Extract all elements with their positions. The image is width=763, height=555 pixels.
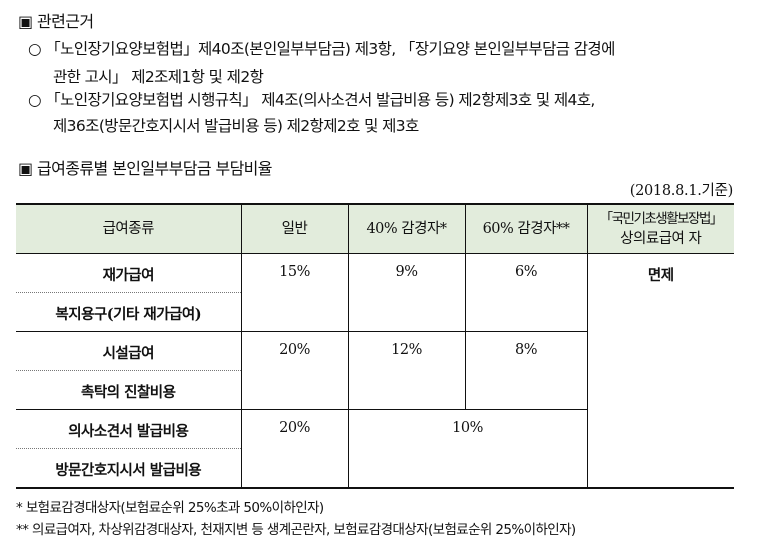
header-60-reduced: 60% 감경자** (464, 203, 587, 254)
header-general: 일반 (240, 203, 348, 254)
legal-basis-item-2-line1: ○ 「노인장기요양보험법 시행규칙」 제4조(의사소견서 발급비용 등) 제2항… (28, 88, 595, 110)
rate-reduced-merged-cell: 10% (347, 409, 587, 489)
header-medical-aid: 「국민기초생활보장법」 상의료급여 자 (586, 203, 734, 254)
rate-general-cell: 20% (240, 331, 348, 410)
footnote-1: * 보험료감경대상자(보험료순위 25%초과 50%이하인자) (16, 496, 324, 516)
rate-medical-aid-cell: 면제 (586, 253, 734, 489)
benefit-type-cell: 방문간호지시서 발급비용 (16, 448, 241, 489)
table-header-row: 급여종류 일반 40% 감경자* 60% 감경자** 「국민기초생활보장법」 상… (16, 203, 734, 254)
square-bullet-icon: ▣ (18, 159, 33, 178)
circle-bullet-icon: ○ (28, 91, 42, 109)
footnote-text: 의료급여자, 차상위감경대상자, 천재지변 등 생계곤란자, 보험료감경대상자(… (32, 522, 576, 538)
table-row: 의사소견서 발급비용 20% 10% (16, 409, 734, 489)
legal-basis-item-1-line1: ○ 「노인장기요양보험법」제40조(본인일부부담금) 제3항, 「장기요양 본인… (28, 37, 615, 59)
rate-60-cell: 6% (464, 253, 587, 332)
section-legal-basis-title: ▣ 관련근거 (18, 8, 94, 32)
table-row: 시설급여 20% 12% 8% (16, 331, 734, 410)
legal-basis-text: 「노인장기요양보험법」제40조(본인일부부담금) 제3항, 「장기요양 본인일부… (45, 40, 615, 58)
circle-bullet-icon: ○ (28, 40, 42, 58)
table-row: 재가급여 15% 9% 6% 면제 (16, 253, 734, 489)
footnote-mark: * (16, 500, 23, 516)
header-medical-aid-line2: 상의료급여 자 (620, 231, 702, 247)
section-copay-title: ▣ 급여종류별 본인일부부담금 부담비율 (18, 155, 273, 179)
copay-rate-table: 급여종류 일반 40% 감경자* 60% 감경자** 「국민기초생활보장법」 상… (16, 203, 734, 489)
legal-basis-item-1-line2: 관한 고시」 제2조제1항 및 제2항 (53, 68, 264, 86)
table-row: 복지용구(기타 재가급여) (16, 292, 734, 332)
table-row: 촉탁의 진찰비용 (16, 370, 734, 410)
header-40-reduced: 40% 감경자* (347, 203, 465, 254)
rate-60-cell: 8% (464, 331, 587, 410)
header-benefit-type: 급여종류 (16, 203, 241, 254)
square-bullet-icon: ▣ (18, 12, 33, 31)
rate-40-cell: 12% (347, 331, 465, 410)
benefit-type-cell: 시설급여 (16, 331, 241, 371)
benefit-type-cell: 재가급여 (16, 253, 241, 293)
date-note: (2018.8.1.기준) (629, 183, 734, 199)
rate-40-cell: 9% (347, 253, 465, 332)
footnote-2: ** 의료급여자, 차상위감경대상자, 천재지변 등 생계곤란자, 보험료감경대… (16, 518, 576, 538)
legal-basis-item-2-line2: 제36조(방문간호지시서 발급비용 등) 제2항제2호 및 제3호 (53, 117, 419, 135)
benefit-type-cell: 의사소견서 발급비용 (16, 409, 241, 449)
header-medical-aid-line1: 「국민기초생활보장법」 (599, 211, 724, 227)
footnote-mark: ** (16, 522, 29, 538)
footnote-text: 보험료감경대상자(보험료순위 25%초과 50%이하인자) (25, 500, 324, 516)
rate-general-cell: 20% (240, 409, 348, 489)
section-title-text: 관련근거 (37, 12, 94, 31)
section-title-text: 급여종류별 본인일부부담금 부담비율 (37, 159, 273, 178)
table-row: 방문간호지시서 발급비용 (16, 448, 734, 489)
legal-basis-text: 「노인장기요양보험법 시행규칙」 제4조(의사소견서 발급비용 등) 제2항제3… (45, 91, 595, 109)
benefit-type-cell: 촉탁의 진찰비용 (16, 370, 241, 410)
benefit-type-cell: 복지용구(기타 재가급여) (16, 292, 241, 332)
rate-general-cell: 15% (240, 253, 348, 332)
